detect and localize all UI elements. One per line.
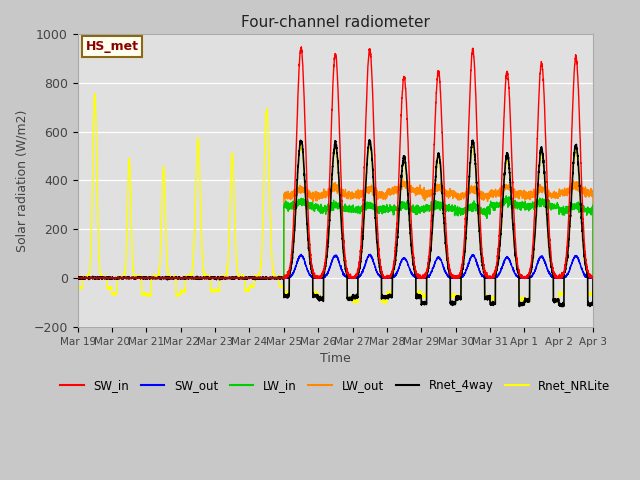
Rnet_4way [422, 299, 430, 304]
Line: Rnet_NRLite: Rnet_NRLite [77, 94, 593, 304]
LW_in [422, 205, 430, 211]
LW_in [451, 204, 458, 210]
Legend: SW_in, SW_out, LW_in, LW_out, Rnet_4way, Rnet_NRLite: SW_in, SW_out, LW_in, LW_out, Rnet_4way,… [56, 374, 615, 397]
LW_out [422, 192, 430, 197]
Y-axis label: Solar radiation (W/m2): Solar radiation (W/m2) [15, 109, 28, 252]
SW_in [422, 271, 430, 277]
LW_out [480, 194, 488, 200]
SW_out [589, 275, 597, 281]
LW_in [480, 209, 488, 215]
LW_out [74, 275, 81, 281]
SW_out [480, 275, 488, 280]
Rnet_NRLite [166, 275, 174, 280]
Rnet_4way [451, 300, 458, 306]
LW_out [166, 275, 174, 281]
Rnet_NRLite [91, 91, 99, 96]
SW_out [298, 252, 305, 257]
SW_out [451, 275, 458, 281]
Rnet_4way [589, 275, 597, 281]
Rnet_NRLite [74, 284, 81, 290]
Rnet_NRLite [316, 295, 324, 300]
LW_out [316, 191, 324, 196]
Rnet_NRLite [480, 267, 488, 273]
Line: LW_in: LW_in [77, 196, 593, 278]
SW_in [451, 275, 458, 280]
Rnet_4way [365, 137, 373, 143]
Line: LW_out: LW_out [77, 178, 593, 278]
SW_out [74, 275, 81, 281]
Line: Rnet_4way: Rnet_4way [77, 140, 593, 307]
Text: HS_met: HS_met [85, 40, 138, 53]
Rnet_4way [316, 295, 324, 300]
LW_in [589, 206, 596, 212]
LW_in [589, 275, 597, 281]
SW_out [166, 275, 174, 281]
SW_in [589, 275, 596, 281]
SW_out [589, 275, 596, 281]
X-axis label: Time: Time [320, 352, 351, 365]
Rnet_NRLite [422, 294, 430, 300]
Rnet_4way [166, 276, 174, 281]
LW_out [451, 193, 458, 199]
LW_out [589, 190, 596, 195]
Rnet_NRLite [589, 289, 596, 295]
SW_in [74, 275, 81, 281]
Rnet_NRLite [451, 294, 459, 300]
Rnet_4way [74, 276, 81, 281]
Rnet_NRLite [382, 301, 390, 307]
Rnet_4way [589, 301, 596, 307]
SW_in [316, 275, 324, 281]
Title: Four-channel radiometer: Four-channel radiometer [241, 15, 430, 30]
LW_out [589, 275, 597, 281]
Line: SW_in: SW_in [77, 47, 593, 278]
LW_in [166, 275, 174, 281]
Rnet_4way [558, 304, 566, 310]
SW_in [480, 264, 488, 270]
Rnet_NRLite [589, 275, 597, 281]
SW_out [316, 275, 324, 281]
SW_in [166, 275, 174, 281]
LW_out [399, 175, 406, 180]
SW_in [589, 275, 597, 281]
LW_in [316, 208, 324, 214]
SW_in [298, 44, 305, 50]
LW_in [502, 193, 510, 199]
SW_out [422, 275, 430, 280]
Line: SW_out: SW_out [77, 254, 593, 278]
LW_in [74, 275, 81, 281]
Rnet_4way [480, 268, 488, 274]
